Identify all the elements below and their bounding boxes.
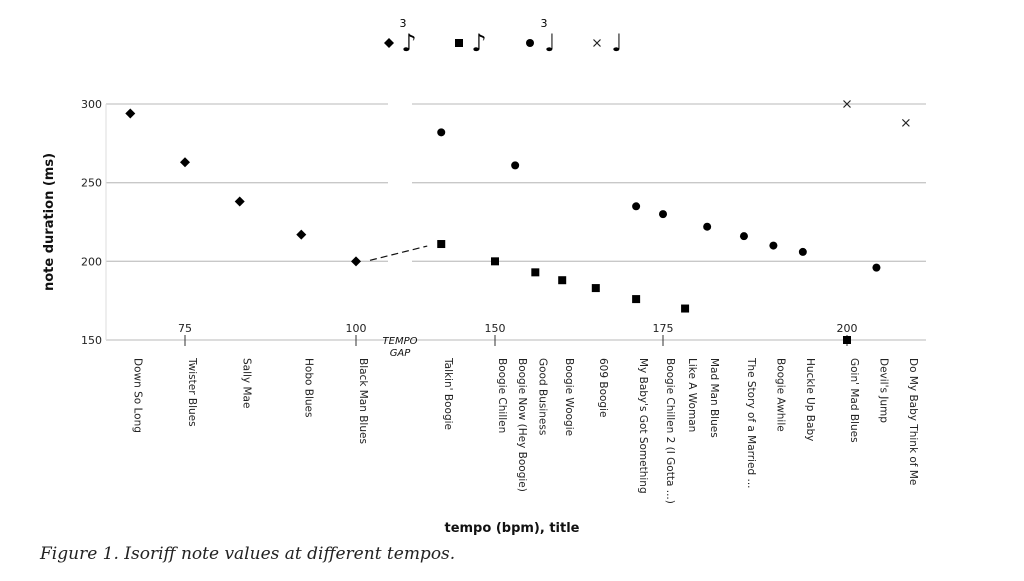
diamond-data-point (180, 157, 190, 168)
square-data-point (491, 257, 499, 266)
square-data-point (591, 284, 600, 293)
song-title-label: Hobo Blues (302, 358, 314, 417)
legend-quarter-note-icon: ♩ (544, 29, 555, 57)
song-title-label: Boogie Woogie (563, 358, 575, 436)
song-title-label: The Story of a Married ... (745, 357, 757, 489)
circle-data-point (437, 128, 446, 137)
y-tick-label: 150 (81, 334, 102, 347)
square-data-point (531, 268, 540, 277)
tempo-gap-label: TEMPO (383, 336, 418, 347)
song-title-label: Do My Baby Think of Me (907, 358, 919, 485)
circle-data-point (511, 161, 520, 170)
song-title-label: Talkin' Boogie (442, 357, 454, 430)
song-title-label: Boogie Awhile (774, 358, 786, 432)
song-title-label: Devil's Jump (877, 358, 889, 423)
x-data-point (843, 100, 851, 108)
x-tick-label: 200 (837, 322, 858, 335)
y-tick-label: 300 (81, 98, 102, 111)
x-tick-label: 100 (346, 322, 367, 335)
song-title-label: 609 Boogie (597, 358, 609, 417)
legend-eighth-note-icon: ♪ (401, 29, 416, 57)
song-title-label: Boogie Now (Hey Boogie) (516, 358, 528, 492)
square-data-point (681, 304, 690, 313)
gap-connector-line (369, 245, 428, 261)
y-tick-label: 250 (81, 177, 102, 190)
circle-data-point (872, 263, 881, 272)
song-title-label: My Baby's Got Something (637, 358, 649, 494)
diamond-data-point (125, 108, 136, 119)
x-data-point (901, 118, 910, 127)
circle-data-point (769, 241, 778, 250)
circle-data-point (659, 210, 667, 219)
song-title-label: Like A Woman (686, 358, 698, 432)
song-title-label: Down So Long (131, 358, 143, 433)
square-data-point (558, 276, 567, 285)
x-tick-label: 75 (178, 322, 192, 335)
song-title-label: Sally Mae (241, 358, 253, 408)
legend-quarter-note-icon: ♩ (611, 29, 622, 57)
x-axis-label: tempo (bpm), title (444, 521, 579, 536)
y-axis-label: note duration (ms) (42, 153, 57, 291)
song-title-label: Good Business (536, 358, 548, 435)
legend-triplet-label: 3 (400, 17, 407, 30)
legend-eighth-note-icon: ♪ (471, 29, 486, 57)
song-title-label: Mad Man Blues (708, 358, 720, 438)
square-data-point (632, 295, 641, 304)
y-tick-label: 200 (81, 255, 102, 268)
song-title-label: Huckle Up Baby (804, 358, 816, 441)
diamond-data-point (351, 256, 361, 267)
square-data-point (437, 240, 446, 249)
square-data-point (843, 336, 851, 344)
song-title-label: Twister Blues (186, 357, 198, 427)
legend-triplet-label: 3 (541, 17, 548, 30)
song-title-label: Black Man Blues (357, 358, 369, 444)
song-title-label: Boogie Chillen (496, 358, 508, 433)
x-tick-label: 150 (485, 322, 506, 335)
figure-caption: Figure 1. Isoriff note values at differe… (40, 544, 456, 564)
song-title-label: Boogie Chillen 2 (I Gotta ...) (664, 358, 676, 504)
circle-data-point (703, 222, 712, 231)
diamond-data-point (296, 229, 307, 240)
circle-data-point (632, 202, 641, 211)
circle-data-point (798, 247, 807, 256)
diamond-data-point (234, 196, 245, 207)
song-title-label: Goin' Mad Blues (848, 358, 860, 443)
legend-x-icon (593, 39, 601, 47)
legend-square-icon (455, 39, 463, 47)
legend-diamond-icon (384, 38, 394, 48)
x-tick-label: 175 (653, 322, 674, 335)
tempo-gap-label: GAP (390, 348, 412, 359)
circle-data-point (739, 232, 748, 241)
legend-circle-icon (526, 39, 534, 47)
